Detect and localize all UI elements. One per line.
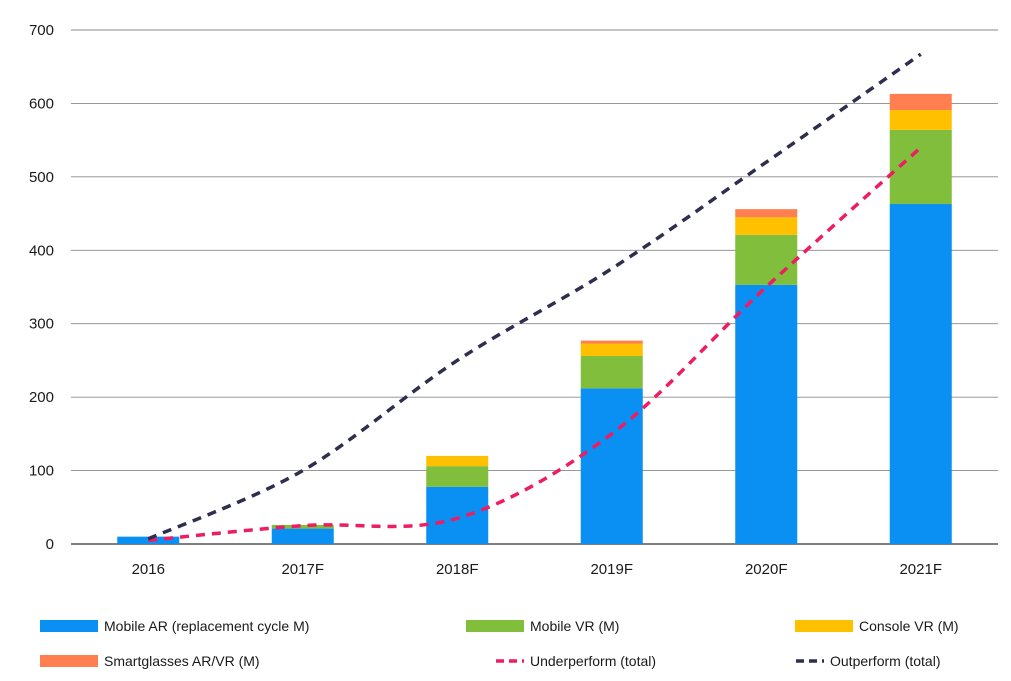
bar-segment-1-1 [271,524,334,529]
bar-segment-0-5 [889,204,952,545]
bar-series [117,93,952,545]
bar-segment-3-3 [580,340,643,344]
legend-item-smartglasses: Smartglasses AR/VR (M) [40,651,260,671]
legend-item-mobile-vr: Mobile VR (M) [466,616,619,636]
legend-item-mobile-ar: Mobile AR (replacement cycle M) [40,616,309,636]
y-axis-ticks: 0 100 200 300 400 500 600 700 [29,22,54,553]
grid-lines [71,29,998,545]
legend-swatch-console-vr [795,620,853,632]
legend-swatch-mobile-vr [466,620,524,632]
legend-item-underperform: Underperform (total) [466,651,656,671]
bar-segment-2-4 [735,217,798,235]
bar-segment-3-5 [889,93,952,111]
legend-swatch-underperform [466,655,524,667]
y-tick-label: 700 [29,22,54,39]
x-tick-label: 2016 [132,561,165,578]
legend-label-smartglasses: Smartglasses AR/VR (M) [104,653,260,669]
legend-label-outperform: Outperform (total) [830,653,941,669]
line-underperform [148,146,922,543]
x-axis-ticks: 2016 2017F 2018F 2019F 2020F 2021F [132,561,942,578]
x-tick-label: 2021F [899,561,942,578]
bar-segment-0-1 [271,528,334,544]
legend-label-console-vr: Console VR (M) [859,618,959,634]
bar-segment-2-2 [426,455,489,467]
x-tick-label: 2019F [590,561,633,578]
y-tick-label: 0 [46,536,54,553]
bar-segment-0-2 [426,486,489,544]
legend-label-mobile-vr: Mobile VR (M) [530,618,620,634]
y-tick-label: 500 [29,169,54,186]
legend-item-console-vr: Console VR (M) [795,616,959,636]
legend-swatch-smartglasses [40,655,98,667]
bar-segment-0-0 [117,536,180,544]
legend-label-mobile-ar: Mobile AR (replacement cycle M) [104,618,310,634]
bar-segment-1-2 [426,466,489,487]
bar-segment-3-4 [735,209,798,218]
bar-segment-1-4 [735,234,798,285]
y-tick-label: 600 [29,95,54,112]
line-outperform [147,52,922,541]
y-tick-label: 400 [29,242,54,259]
bar-segment-0-3 [580,388,643,544]
y-tick-label: 200 [29,389,54,406]
bar-segment-1-3 [580,356,643,389]
y-tick-label: 300 [29,316,54,333]
bar-segment-0-4 [735,284,798,544]
line-series [147,52,922,543]
y-tick-label: 100 [29,463,54,480]
x-tick-label: 2017F [281,561,324,578]
legend-item-outperform: Outperform (total) [766,651,940,671]
legend-swatch-outperform [766,655,824,667]
x-tick-label: 2018F [436,561,479,578]
bar-segment-2-5 [889,110,952,130]
bar-segment-1-5 [889,129,952,205]
x-tick-label: 2020F [745,561,788,578]
bar-segment-2-3 [580,343,643,357]
legend-label-underperform: Underperform (total) [530,653,657,669]
legend-swatch-mobile-ar [40,620,98,632]
